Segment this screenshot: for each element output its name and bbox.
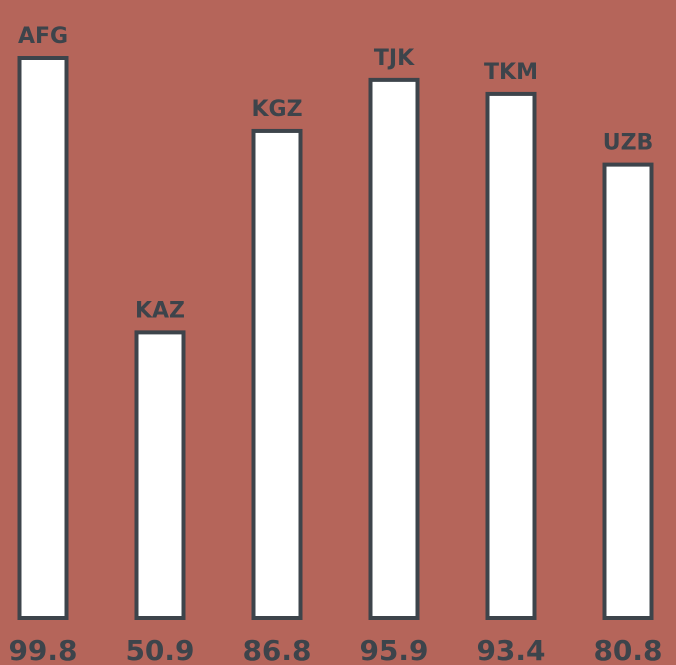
value-labels-group: 99.8 50.9 86.8 95.9 93.4 80.8: [8, 634, 662, 665]
category-label-tkm: TKM: [484, 60, 538, 85]
value-label-afg: 99.8: [8, 634, 77, 665]
category-labels-group: AFG KAZ KGZ TJK TKM UZB: [18, 24, 653, 323]
value-label-kaz: 50.9: [125, 634, 194, 665]
category-label-tjk: TJK: [374, 46, 415, 71]
value-label-tkm: 93.4: [476, 634, 545, 665]
value-label-kgz: 86.8: [242, 634, 311, 665]
bar-kgz: [251, 128, 303, 620]
value-label-tjk: 95.9: [359, 634, 428, 665]
bar-tjk: [368, 77, 420, 620]
value-label-uzb: 80.8: [593, 634, 662, 665]
bar-afg: [17, 56, 69, 620]
bar-uzb: [602, 162, 654, 620]
category-label-kaz: KAZ: [135, 298, 185, 323]
category-label-afg: AFG: [18, 24, 68, 49]
bar-tkm: [485, 91, 537, 621]
bar-kaz: [134, 330, 186, 620]
bars-group: [17, 56, 654, 621]
category-label-uzb: UZB: [603, 131, 654, 156]
category-label-kgz: KGZ: [251, 97, 302, 122]
